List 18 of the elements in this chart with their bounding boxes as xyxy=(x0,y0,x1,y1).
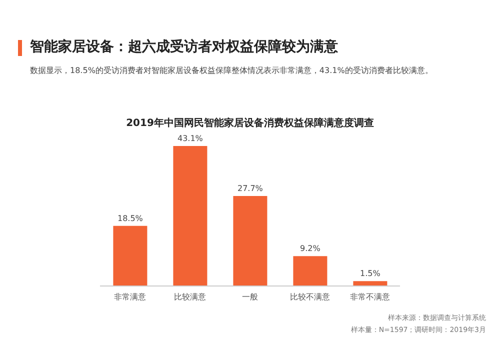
bar xyxy=(293,256,328,286)
bar xyxy=(353,281,388,286)
x-tick-label: 非常不满意 xyxy=(350,292,390,302)
x-tick-label: 一般 xyxy=(242,292,258,302)
text: 2019年中国网民智能家居设备消费权益保障满意度调查 xyxy=(125,116,375,130)
chart-title: 智能家居设备：超六成受访者对权益保障较为满意 xyxy=(30,38,338,56)
data-label: 9.2% xyxy=(300,244,321,254)
bar xyxy=(233,196,268,286)
data-label: 27.7% xyxy=(237,184,264,194)
data-label: 18.5% xyxy=(117,214,144,223)
chart-subtitle: 数据显示，18.5%的受访消费者对智能家居设备权益保障整体情况表示非常满意，43.1%的受访消费者比较满意。 xyxy=(30,65,434,77)
data-label: 43.1% xyxy=(177,134,204,143)
bar xyxy=(173,146,208,286)
x-tick-label: 比较满意 xyxy=(174,292,206,302)
x-tick-label: 非常满意 xyxy=(114,292,146,302)
bar xyxy=(113,226,148,286)
x-tick-label: 比较不满意 xyxy=(290,292,330,302)
data-label: 1.5% xyxy=(360,269,381,278)
